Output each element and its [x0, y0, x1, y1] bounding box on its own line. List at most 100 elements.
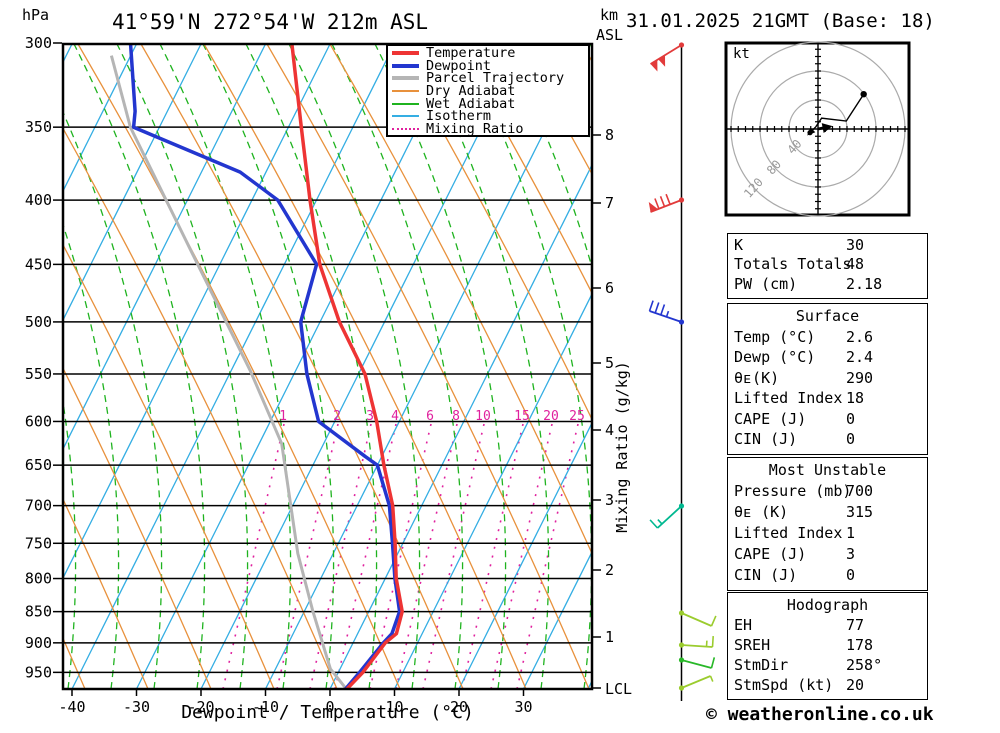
temp-tick-label: -30: [123, 698, 150, 716]
mixing-ratio-value: 25: [569, 409, 585, 424]
row-value: 178: [846, 636, 874, 654]
table-row: StmSpd (kt) 20: [734, 675, 927, 695]
row-value: 700: [846, 482, 874, 500]
wind-barb: [649, 503, 685, 529]
legend-item-wet-adiabat: Wet Adiabat: [392, 97, 588, 110]
row-value: 2.6: [846, 327, 874, 346]
row-label: CIN (J): [734, 566, 798, 584]
temp-tick-label: 20: [450, 698, 468, 716]
table-row: Pressure (mb) 700: [734, 481, 927, 502]
legend-label: Isotherm: [426, 108, 492, 125]
table-row: Temp (°C) 2.6: [734, 327, 927, 348]
km-tick-label: 2: [605, 561, 614, 579]
km-tick-label: 8: [605, 126, 614, 144]
pressure-tick-label: 850: [25, 603, 52, 621]
table-most-unstable: Most Unstable Pressure (mb) 700 θᴇ (K) 315 Li…: [727, 457, 928, 591]
table-row: CIN (J) 0: [734, 429, 927, 450]
row-label: Totals Totals: [734, 255, 852, 274]
row-label: Lifted Index: [734, 524, 843, 542]
row-label: Temp (°C): [734, 327, 816, 346]
km-tick-label: 5: [605, 354, 614, 372]
altitude-axis-unit-asl: ASL: [596, 26, 624, 44]
x-axis-title: Dewpoint / Temperature (°C): [181, 702, 474, 723]
row-label: Pressure (mb): [734, 482, 852, 500]
pressure-tick-label: 300: [25, 34, 52, 52]
legend-item-dewpoint: Dewpoint: [392, 59, 588, 73]
wind-barb: [678, 657, 716, 669]
pressure-tick-label: 900: [25, 634, 52, 652]
wind-barb: [678, 635, 715, 648]
mixing-ratio-axis-title: Mixing Ratio (g/kg): [613, 361, 631, 533]
mixing-ratio-value: 10: [475, 409, 491, 424]
table-row: Lifted Index 1: [734, 523, 927, 544]
dewpoint-line: [128, 44, 402, 689]
run-datetime: 31.01.2025 21GMT (Base: 18): [626, 10, 935, 32]
row-value: 2.4: [846, 348, 874, 367]
dry-adiabat-line-swatch: [392, 90, 419, 93]
km-tick-label: 6: [605, 279, 614, 297]
parcel-trajectory-line: [109, 55, 348, 689]
km-tick-label: 7: [605, 194, 614, 212]
pressure-tick-label: 700: [25, 497, 52, 515]
row-label: CAPE (J): [734, 545, 807, 563]
row-label: Lifted Index: [734, 389, 843, 408]
km-tick-label: 4: [605, 421, 614, 439]
legend-label: Mixing Ratio: [426, 120, 524, 137]
mixing-ratio-value: 6: [426, 409, 434, 424]
row-label: CAPE (J): [734, 409, 807, 428]
mixing-ratio-value: 1: [279, 409, 287, 424]
mixing-ratio-line-swatch: [392, 127, 419, 130]
legend-label: Temperature: [426, 45, 516, 62]
row-value: 0: [846, 430, 856, 449]
legend-item-isotherm: Isotherm: [392, 110, 588, 123]
table-row: EH 77: [734, 615, 927, 635]
temperature-line: [290, 44, 404, 689]
table-row: CIN (J) 0: [734, 565, 927, 586]
row-label: θᴇ(K): [734, 368, 780, 387]
table-row: θᴇ (K) 315: [734, 502, 927, 523]
row-label: SREH: [734, 636, 771, 654]
row-value: 0: [846, 566, 856, 584]
copyright-link[interactable]: © weatheronline.co.uk: [706, 704, 934, 725]
table-indices: K 30 Totals Totals 48 PW (cm) 2.18: [727, 233, 928, 299]
temp-tick-label: 0: [325, 698, 334, 716]
km-tick-label: 1: [605, 628, 614, 646]
table-title: Most Unstable: [768, 461, 887, 479]
table-row: K 30: [734, 236, 927, 255]
wind-barb: [650, 42, 685, 72]
row-value: 0: [846, 409, 856, 428]
table-row: Lifted Index 18: [734, 388, 927, 409]
table-row: SREH 178: [734, 635, 927, 655]
row-value: 1: [846, 524, 856, 542]
pressure-tick-label: 750: [25, 534, 52, 552]
legend-item-temperature: Temperature: [392, 47, 588, 60]
table-row: Totals Totals 48: [734, 255, 927, 274]
row-value: 18: [846, 389, 865, 408]
temperature-line-swatch: [392, 51, 419, 56]
wet-adiabat-line-swatch: [392, 102, 419, 105]
legend-item-mixing-ratio: Mixing Ratio: [392, 120, 588, 137]
table-row: CAPE (J) 0: [734, 409, 927, 430]
legend-item-parcel: Parcel Trajectory: [392, 72, 588, 85]
table-row: θᴇ(K) 290: [734, 368, 927, 389]
row-value: 290: [846, 368, 874, 387]
legend-label: Wet Adiabat: [426, 95, 516, 112]
mixing-ratio-value: 4: [391, 409, 399, 424]
dewpoint-line-swatch: [392, 63, 419, 68]
table-row: StmDir 258°: [734, 655, 927, 675]
row-value: 3: [846, 545, 856, 563]
temp-tick-label: 30: [514, 698, 532, 716]
table-row: CAPE (J) 3: [734, 544, 927, 565]
row-value: 315: [846, 503, 874, 521]
altitude-axis-unit-km: km: [600, 6, 619, 24]
wind-barb: [678, 675, 714, 691]
parcel-line-swatch: [392, 76, 419, 81]
mixing-ratio-value: 8: [452, 409, 460, 424]
table-row: PW (cm) 2.18: [734, 275, 927, 294]
pressure-tick-label: 600: [25, 412, 52, 430]
table-row: Dewp (°C) 2.4: [734, 347, 927, 368]
pressure-tick-label: 500: [25, 313, 52, 331]
temp-tick-label: -10: [252, 698, 279, 716]
